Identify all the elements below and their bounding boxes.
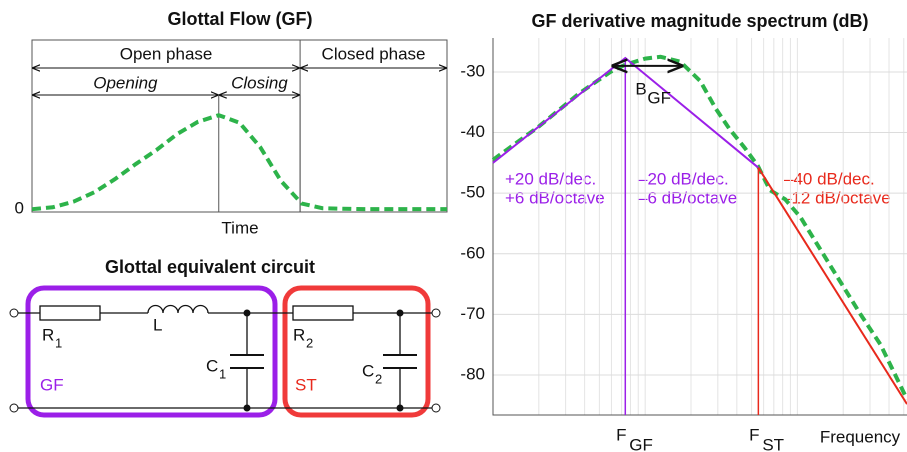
inductor <box>147 304 209 314</box>
annotation: –40 dB/dec. <box>784 169 875 188</box>
annotation: –20 dB/dec. <box>638 169 729 188</box>
component-subscript: 2 <box>306 335 313 350</box>
resistor <box>292 305 354 321</box>
component-label: C <box>362 361 374 380</box>
series-line <box>491 54 907 401</box>
y-tick-label: -60 <box>460 243 485 262</box>
plot-frame <box>31 39 448 213</box>
y-tick-label: -40 <box>460 122 485 141</box>
phase-label: Closing <box>231 73 288 92</box>
group-label: GF <box>40 375 64 394</box>
x-axis-label: Time <box>221 218 258 237</box>
node <box>243 309 251 317</box>
x-tick-label: F <box>749 425 759 444</box>
chart-title: Glottal Flow (GF) <box>168 9 313 29</box>
annotation: –12 dB/octave <box>782 188 891 207</box>
capacitor <box>230 354 417 369</box>
component-label: R <box>293 325 305 344</box>
component-subscript: 1 <box>219 366 226 381</box>
bandwidth-label: B <box>635 79 646 98</box>
y-tick-label: -80 <box>460 364 485 383</box>
phase-label: Open phase <box>120 44 213 63</box>
bandwidth-subscript: GF <box>647 88 671 107</box>
x-tick-subscript: ST <box>762 435 784 452</box>
y-tick-label: 0 <box>15 199 24 218</box>
terminal <box>9 308 19 318</box>
y-tick-label: -50 <box>460 183 485 202</box>
component-subscript: 1 <box>55 335 62 350</box>
annotation: +20 dB/dec. <box>505 169 596 188</box>
circuit-title: Glottal equivalent circuit <box>105 257 315 277</box>
circuit: Glottal equivalent circuit R 1 L C 1 R 2… <box>9 257 441 418</box>
chart-title: GF derivative magnitude spectrum (dB) <box>531 11 868 31</box>
resistor <box>39 305 101 321</box>
axes <box>492 38 907 416</box>
x-tick-label: F <box>616 425 626 444</box>
series-line <box>757 167 907 405</box>
component-subscript: 2 <box>375 371 382 386</box>
terminal <box>9 403 19 413</box>
annotation: +6 dB/octave <box>505 188 605 207</box>
node <box>243 404 251 412</box>
component-label: C <box>206 356 218 375</box>
component-label: L <box>153 315 162 334</box>
x-tick-subscript: GF <box>629 435 653 452</box>
component-label: R <box>42 325 54 344</box>
group-label: ST <box>295 375 317 394</box>
st-box <box>282 285 431 418</box>
y-tick-label: -70 <box>460 304 485 323</box>
x-axis-label: Frequency <box>820 427 901 446</box>
annotation: –6 dB/octave <box>638 188 737 207</box>
gf-box <box>25 285 278 418</box>
series-line <box>492 56 759 169</box>
phase-label: Closed phase <box>322 44 426 63</box>
node <box>396 404 404 412</box>
terminal <box>431 308 441 318</box>
phase-label: Opening <box>93 73 158 92</box>
node <box>396 309 404 317</box>
terminal <box>431 403 441 413</box>
series-line <box>31 113 447 212</box>
y-tick-label: -30 <box>460 61 485 80</box>
